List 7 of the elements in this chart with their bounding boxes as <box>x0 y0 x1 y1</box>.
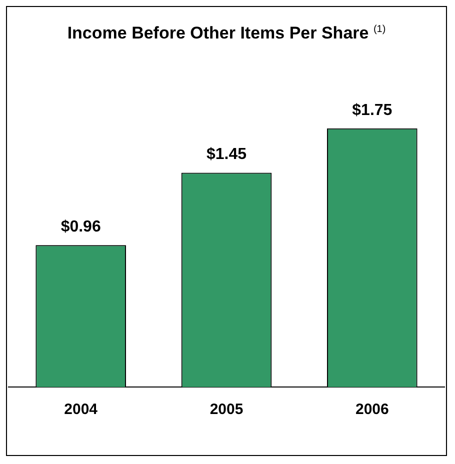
data-label: $0.96 <box>60 218 101 236</box>
data-label: $1.75 <box>352 102 392 119</box>
x-tick-label: 2005 <box>210 401 244 418</box>
x-tick-label: 2004 <box>64 401 98 418</box>
data-label: $1.45 <box>206 146 247 164</box>
x-tick-label: 2006 <box>355 401 389 418</box>
chart-title: Income Before Other Items Per Share $^{(1)}$ <box>66 22 387 45</box>
